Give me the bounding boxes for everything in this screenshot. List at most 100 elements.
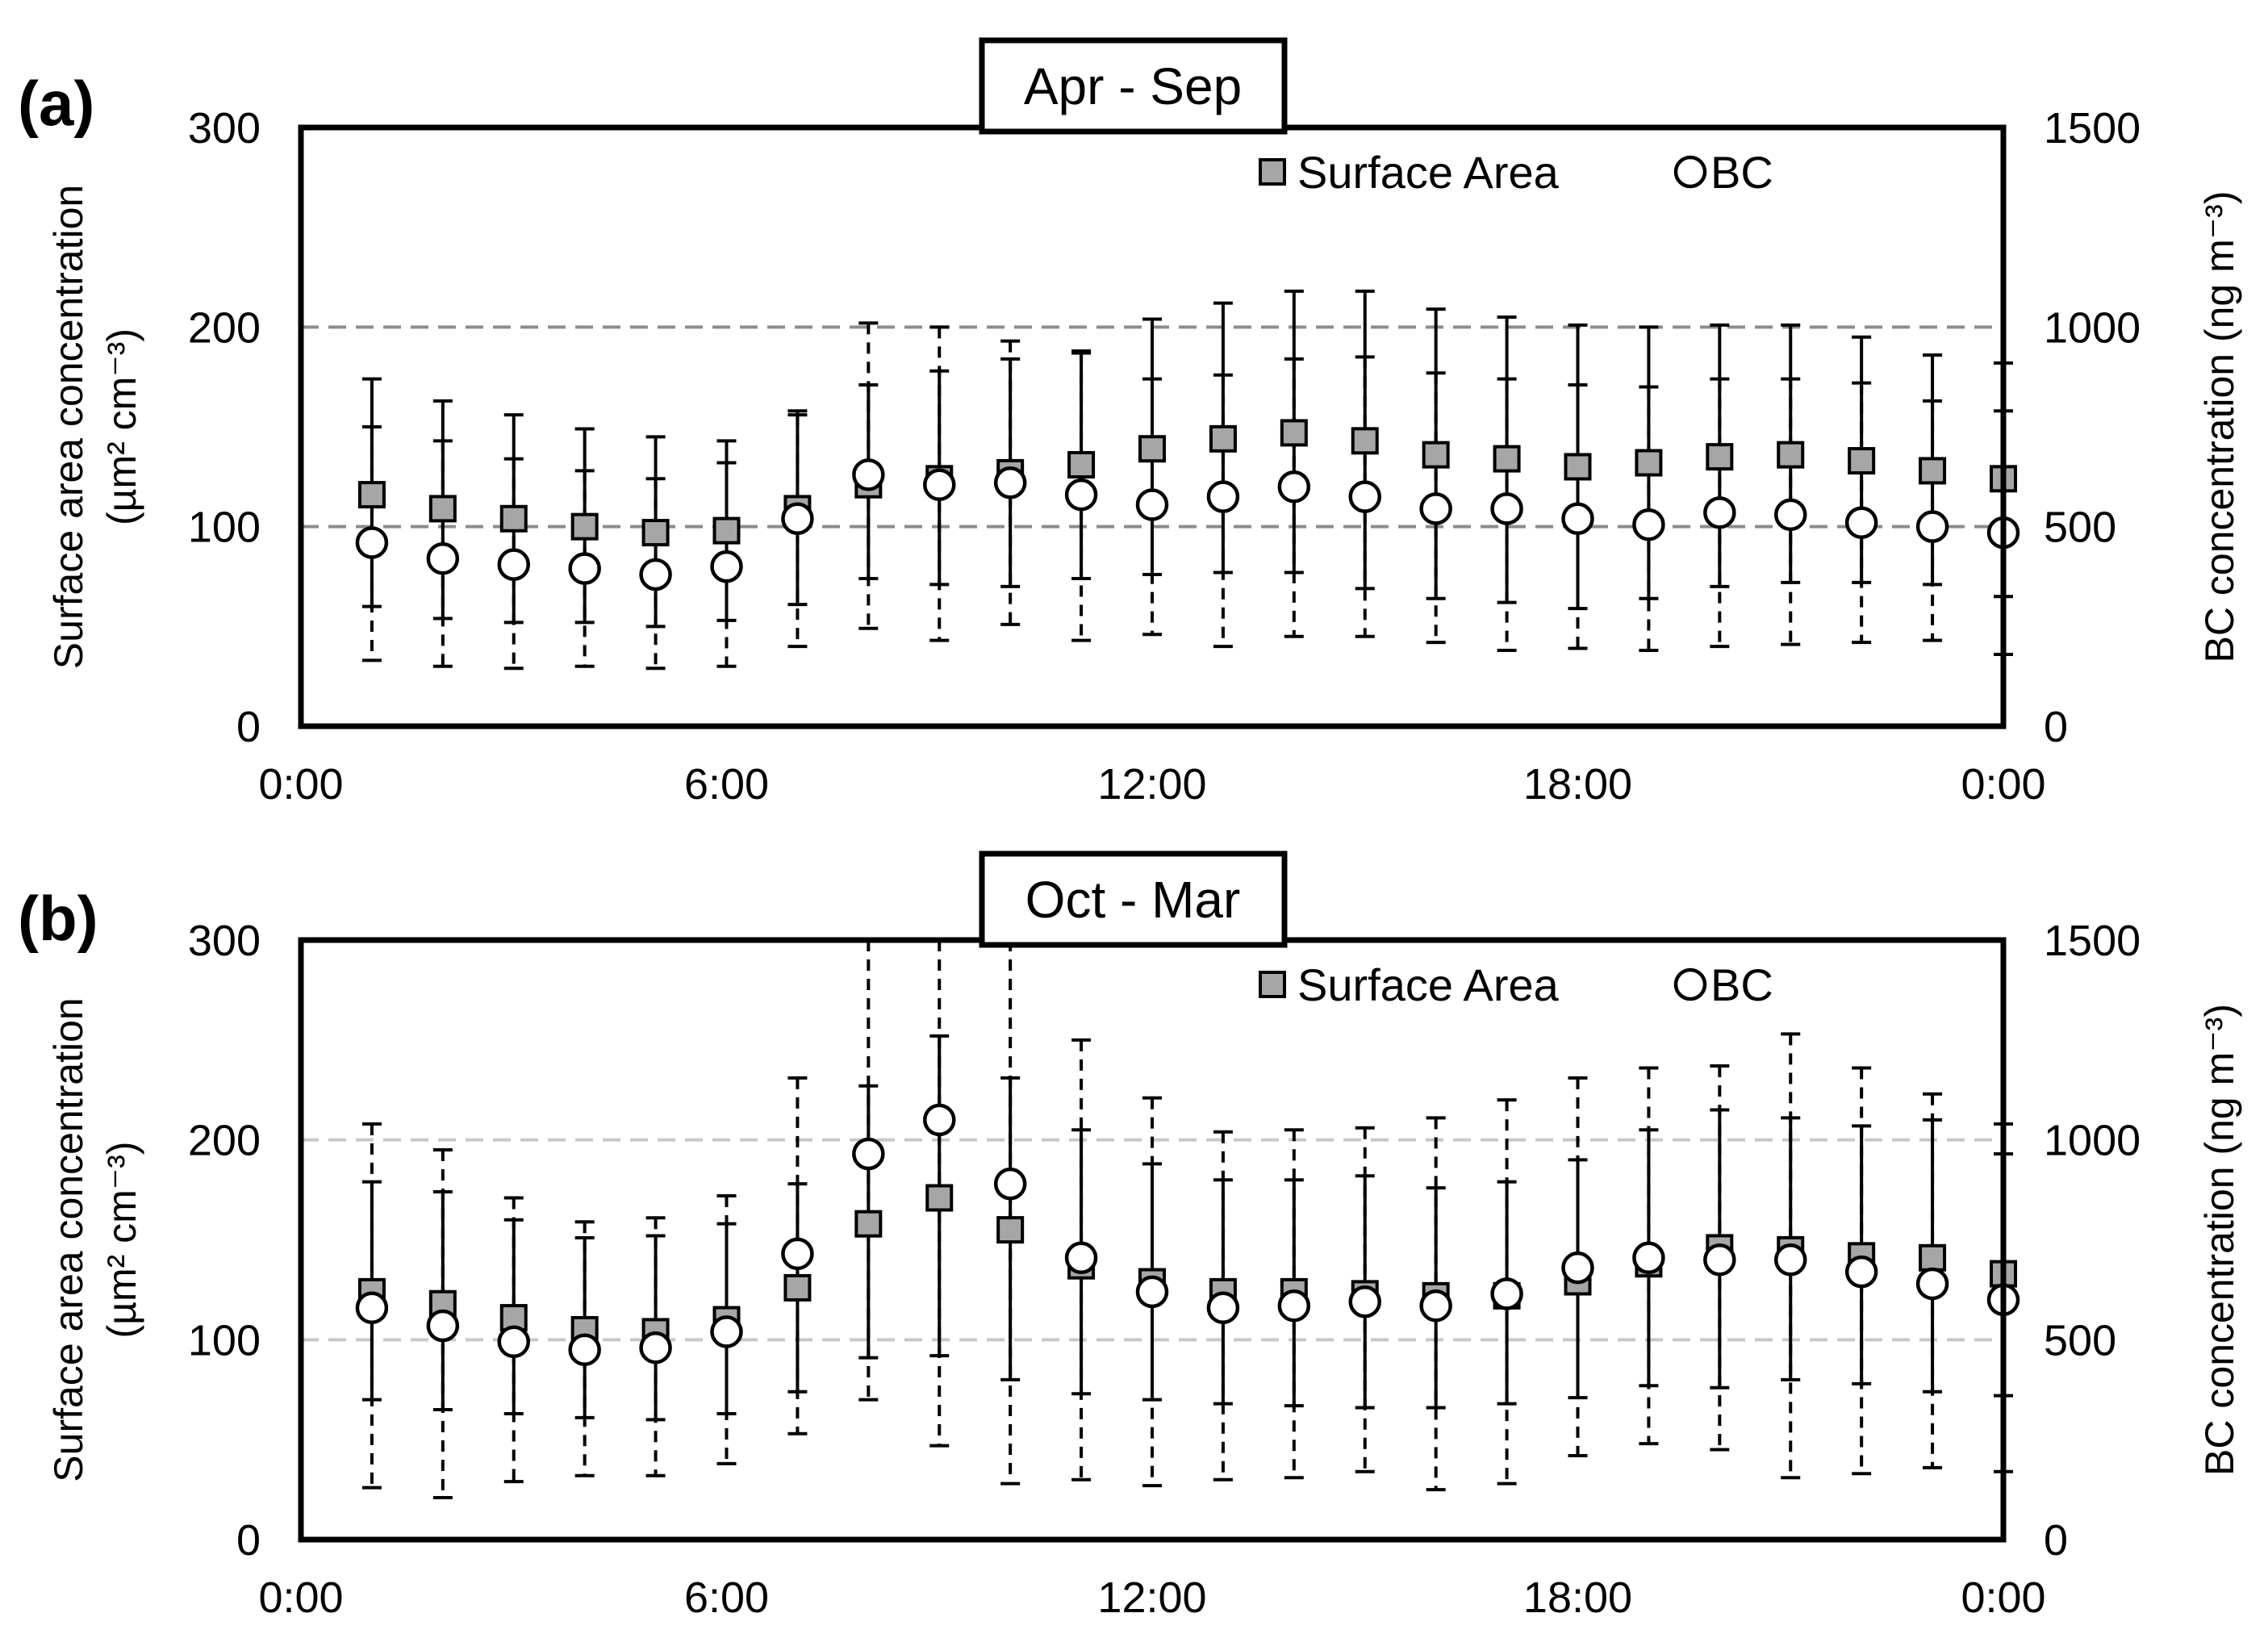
bc-point (1348, 1285, 1381, 1318)
bc-point (1915, 510, 1949, 543)
bc-point (852, 1137, 885, 1171)
bc-point (923, 1103, 956, 1137)
panel-a: (a) Apr - Sep 0 100 200 300 0 500 1000 1500 0:… (18, 37, 2242, 809)
left-tick-label: 200 (188, 1117, 261, 1165)
surface-area-point (712, 516, 741, 545)
bc-point (852, 458, 885, 491)
surface-area-point (1848, 447, 1876, 475)
panel-a-label: (a) (18, 68, 94, 139)
panel-b-label: (b) (18, 883, 98, 954)
panel-b-markers (355, 1103, 2020, 1366)
bc-point (710, 1315, 743, 1348)
bc-point (1206, 1291, 1240, 1324)
bc-point (1561, 502, 1594, 536)
surface-area-point (641, 519, 670, 547)
right-tick-label: 500 (2044, 1316, 2116, 1364)
surface-area-point (1777, 441, 1805, 469)
left-tick-label: 200 (188, 303, 261, 352)
bc-point (1206, 480, 1240, 513)
bc-point (355, 526, 389, 559)
surface-area-point (499, 504, 528, 533)
bc-point (426, 1309, 460, 1343)
bc-point (781, 1237, 814, 1271)
x-tick-label: 12:00 (1097, 760, 1206, 809)
bc-point (355, 1291, 389, 1324)
legend-surface-area-label: Surface Area (1297, 959, 1560, 1010)
bc-point (1703, 496, 1736, 529)
left-tick-label: 300 (188, 104, 261, 153)
panel-b-ylabel-right: BC concentration (ng m⁻³) (2197, 1004, 2242, 1476)
left-tick-label: 100 (188, 504, 261, 552)
surface-area-point (1138, 435, 1166, 463)
bc-point (1277, 470, 1311, 504)
right-tick-label: 0 (2044, 1516, 2068, 1565)
surface-area-point (1493, 445, 1521, 473)
bc-point (993, 466, 1027, 499)
right-tick-label: 1500 (2044, 104, 2141, 153)
bc-point (1490, 492, 1523, 525)
bc-point (1561, 1251, 1594, 1285)
legend-circle-icon (1673, 155, 1707, 189)
x-tick-label: 18:00 (1523, 760, 1632, 809)
bc-point (1774, 1243, 1807, 1277)
surface-area-point (1706, 443, 1734, 471)
bc-point (497, 548, 530, 581)
surface-area-point (854, 1210, 883, 1238)
bc-point (781, 502, 814, 536)
surface-area-point (925, 1184, 954, 1212)
panel-a-left-ticks: 0 100 200 300 (188, 104, 261, 751)
surface-area-point (783, 1273, 812, 1302)
bc-point (568, 1333, 601, 1366)
left-tick-label: 0 (236, 1516, 261, 1565)
x-tick-label: 6:00 (684, 760, 769, 809)
bc-point (568, 552, 601, 585)
surface-area-point (570, 512, 599, 541)
panel-a-title: Apr - Sep (1024, 57, 1242, 115)
bc-point (639, 558, 672, 591)
bc-point (1632, 508, 1665, 541)
right-tick-label: 0 (2044, 703, 2068, 751)
bc-point (1064, 1241, 1098, 1275)
bc-point (710, 550, 743, 583)
panel-a-title-box (979, 37, 1288, 135)
left-tick-label: 100 (188, 1316, 261, 1364)
panel-a-markers (355, 419, 2020, 591)
legend-square-icon (1259, 971, 1286, 998)
surface-area-point (996, 1216, 1025, 1244)
surface-area-point (1351, 427, 1379, 455)
bc-point (1135, 1275, 1169, 1309)
bc-point (1419, 1289, 1452, 1323)
bc-point (1844, 1255, 1878, 1289)
panel-a-ylabel-left-line1: Surface area concentration (46, 185, 91, 669)
right-tick-label: 500 (2044, 504, 2116, 552)
legend-surface-area-label: Surface Area (1297, 147, 1560, 198)
legend-bc-label: BC (1710, 959, 1773, 1010)
bc-point (639, 1331, 672, 1364)
bc-point (1064, 478, 1098, 512)
surface-area-point (1919, 1243, 1947, 1272)
panel-b-ylabel-left-line2: (µm² cm⁻³) (99, 1142, 144, 1339)
x-tick-label: 0:00 (1961, 760, 2045, 809)
panel-b-error-bars (361, 940, 2013, 1499)
surface-area-point (1280, 419, 1308, 447)
bc-point (1490, 1277, 1523, 1310)
bc-point (1844, 506, 1878, 539)
surface-area-point (1635, 449, 1663, 477)
bc-point (1774, 498, 1807, 532)
bc-point (993, 1167, 1027, 1201)
legend-bc-label: BC (1710, 147, 1773, 198)
bc-point (1277, 1289, 1311, 1323)
panel-a-ylabel-right: BC concentration (ng m⁻³) (2197, 191, 2242, 663)
surface-area-point (357, 481, 386, 509)
right-tick-label: 1000 (2044, 1117, 2141, 1165)
x-tick-label: 0:00 (258, 760, 343, 809)
left-tick-label: 0 (236, 703, 261, 751)
x-tick-label: 6:00 (684, 1573, 769, 1622)
bc-point (1915, 1267, 1949, 1301)
surface-area-point (1919, 457, 1947, 485)
bc-point (1632, 1241, 1665, 1275)
surface-area-point (428, 495, 457, 523)
x-tick-label: 18:00 (1523, 1573, 1632, 1622)
left-tick-label: 300 (188, 917, 261, 965)
